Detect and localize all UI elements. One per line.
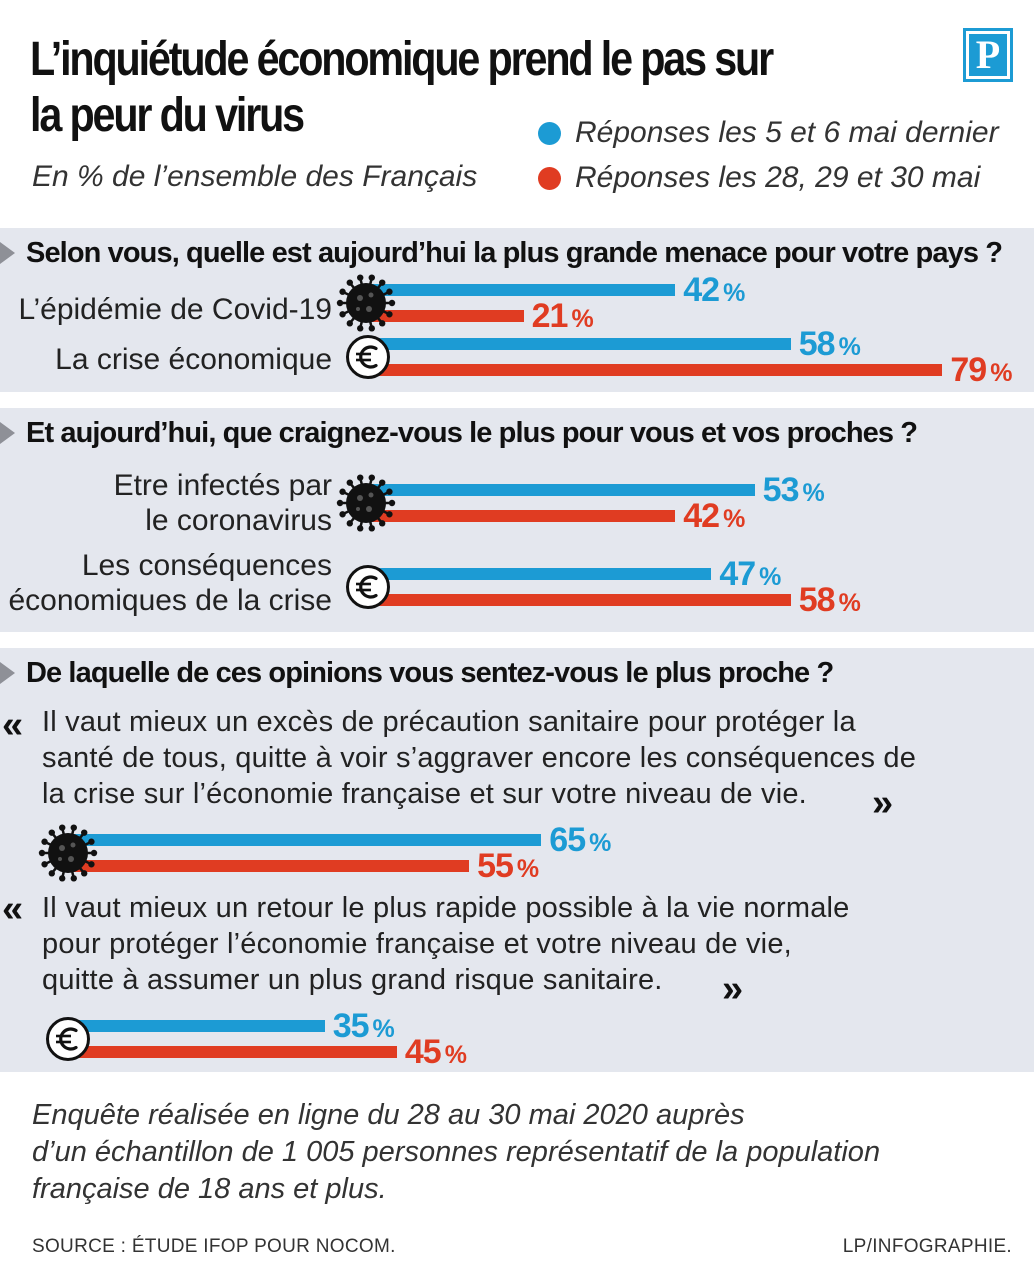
value-label-covid-blue: 42% [683, 271, 745, 310]
value-unit: % [759, 563, 781, 591]
credit-note: LP/INFOGRAPHIE. [842, 1236, 1012, 1257]
survey-footnote: Enquête réalisée en ligne du 28 au 30 ma… [32, 1097, 1012, 1208]
value-number: 55 [477, 847, 514, 885]
category-label-infectes-line-2: le coronavirus [145, 504, 332, 537]
value-label-infectes-blue: 53% [762, 471, 825, 510]
opinion-retour-line-3: quitte à assumer un plus grand risque sa… [42, 964, 663, 996]
legend-label-may-28-30: Réponses les 28, 29 et 30 mai [575, 161, 981, 194]
footnote-line-3: française de 18 ans et plus. [32, 1173, 387, 1205]
value-unit: % [571, 305, 593, 333]
opinion-sanitaire: Il vaut mieux un excès de précaution san… [42, 704, 1012, 812]
source-note: SOURCE : ÉTUDE IFOP POUR NOCOM. [32, 1236, 396, 1257]
bar-consequences-red [372, 594, 791, 606]
value-number: 58 [798, 325, 836, 363]
value-unit: % [838, 589, 861, 617]
virus-icon [38, 824, 98, 882]
opinion-sanitaire-line-2: santé de tous, quitte à voir s’aggraver … [42, 742, 917, 774]
value-label-retour-red: 45% [404, 1033, 467, 1072]
value-unit: % [723, 279, 745, 307]
arrow-icon [0, 662, 15, 684]
category-label-consequences-line-2: économiques de la crise [8, 584, 332, 617]
value-number: 53 [762, 471, 800, 509]
value-number: 35 [332, 1007, 370, 1045]
bar-retour-blue [72, 1020, 325, 1032]
bar-covid-red [372, 310, 524, 322]
opinion-sanitaire-line-1: Il vaut mieux un excès de précaution san… [42, 706, 856, 738]
value-number: 42 [683, 497, 720, 535]
footnote-line-1: Enquête réalisée en ligne du 28 au 30 ma… [32, 1099, 745, 1131]
value-label-consequences-red: 58% [798, 581, 861, 620]
virus-icon [336, 474, 396, 532]
question-2: Et aujourd’hui, que craignez-vous le plu… [26, 417, 918, 449]
logo-letter: P [975, 32, 1001, 77]
value-unit: % [516, 855, 539, 883]
bar-crise-blue [372, 338, 791, 350]
value-label-crise-blue: 58% [798, 325, 861, 364]
value-number: 65 [549, 821, 586, 859]
value-label-sanitaire-blue: 65% [549, 821, 611, 860]
bar-sanitaire-red [72, 860, 470, 872]
footnote-line-2: d’un échantillon de 1 005 personnes repr… [32, 1136, 881, 1168]
chart-subtitle: En % de l’ensemble des Français [32, 160, 478, 193]
legend-swatch-blue [538, 121, 561, 145]
value-label-sanitaire-red: 55% [477, 847, 539, 886]
category-label-covid: L’épidémie de Covid-19 [18, 293, 332, 326]
category-label-crise: La crise économique [55, 343, 332, 376]
opinion-retour-line-2: pour protéger l’économie française et vo… [42, 928, 792, 960]
value-unit: % [990, 359, 1012, 387]
value-number: 45 [404, 1033, 442, 1071]
value-unit: % [723, 505, 745, 533]
le-parisien-logo: P [963, 28, 1013, 82]
question-3: De laquelle de ces opinions vous sentez-… [26, 657, 834, 689]
bar-retour-red [72, 1046, 397, 1058]
chart-title: L’inquiétude économique prend le pas sur… [30, 33, 774, 142]
question-1: Selon vous, quelle est aujourd’hui la pl… [26, 237, 1003, 269]
bar-infectes-red [372, 510, 676, 522]
virus-icon [336, 274, 396, 332]
euro-icon [346, 565, 390, 609]
value-number: 58 [798, 581, 836, 619]
euro-icon [46, 1017, 90, 1061]
value-label-retour-blue: 35% [332, 1007, 395, 1046]
opinion-retour: Il vaut mieux un retour le plus rapide p… [42, 890, 1012, 998]
bar-infectes-blue [372, 484, 755, 496]
arrow-icon [0, 422, 15, 444]
legend-swatch-red [538, 166, 561, 190]
bar-crise-red [372, 364, 943, 376]
value-number: 21 [531, 297, 569, 335]
bar-sanitaire-blue [72, 834, 542, 846]
opinion-retour-line-1: Il vaut mieux un retour le plus rapide p… [42, 892, 850, 924]
bar-covid-blue [372, 284, 676, 296]
value-number: 47 [719, 555, 756, 593]
question-panel-3: De laquelle de ces opinions vous sentez-… [0, 648, 1034, 1072]
value-unit: % [372, 1015, 395, 1043]
value-label-crise-red: 79% [950, 351, 1012, 390]
value-unit: % [838, 333, 861, 361]
euro-icon [346, 335, 390, 379]
legend-label-may-5-6: Réponses les 5 et 6 mai dernier [575, 116, 999, 149]
value-unit: % [802, 479, 824, 507]
value-label-consequences-blue: 47% [719, 555, 781, 594]
legend-item-may-5-6: Réponses les 5 et 6 mai dernier [538, 116, 999, 150]
category-label-consequences-line-1: Les conséquences [81, 549, 332, 582]
value-number: 79 [950, 351, 987, 389]
value-unit: % [444, 1041, 467, 1069]
value-number: 42 [683, 271, 720, 309]
bar-consequences-blue [372, 568, 712, 580]
value-label-infectes-red: 42% [683, 497, 745, 536]
category-label-infectes-line-1: Etre infectés par [113, 469, 332, 502]
arrow-icon [0, 242, 15, 264]
value-label-covid-red: 21% [531, 297, 594, 336]
value-unit: % [589, 829, 611, 857]
legend-item-may-28-30: Réponses les 28, 29 et 30 mai [538, 161, 980, 195]
opinion-sanitaire-line-3: la crise sur l’économie française et sur… [42, 778, 807, 810]
